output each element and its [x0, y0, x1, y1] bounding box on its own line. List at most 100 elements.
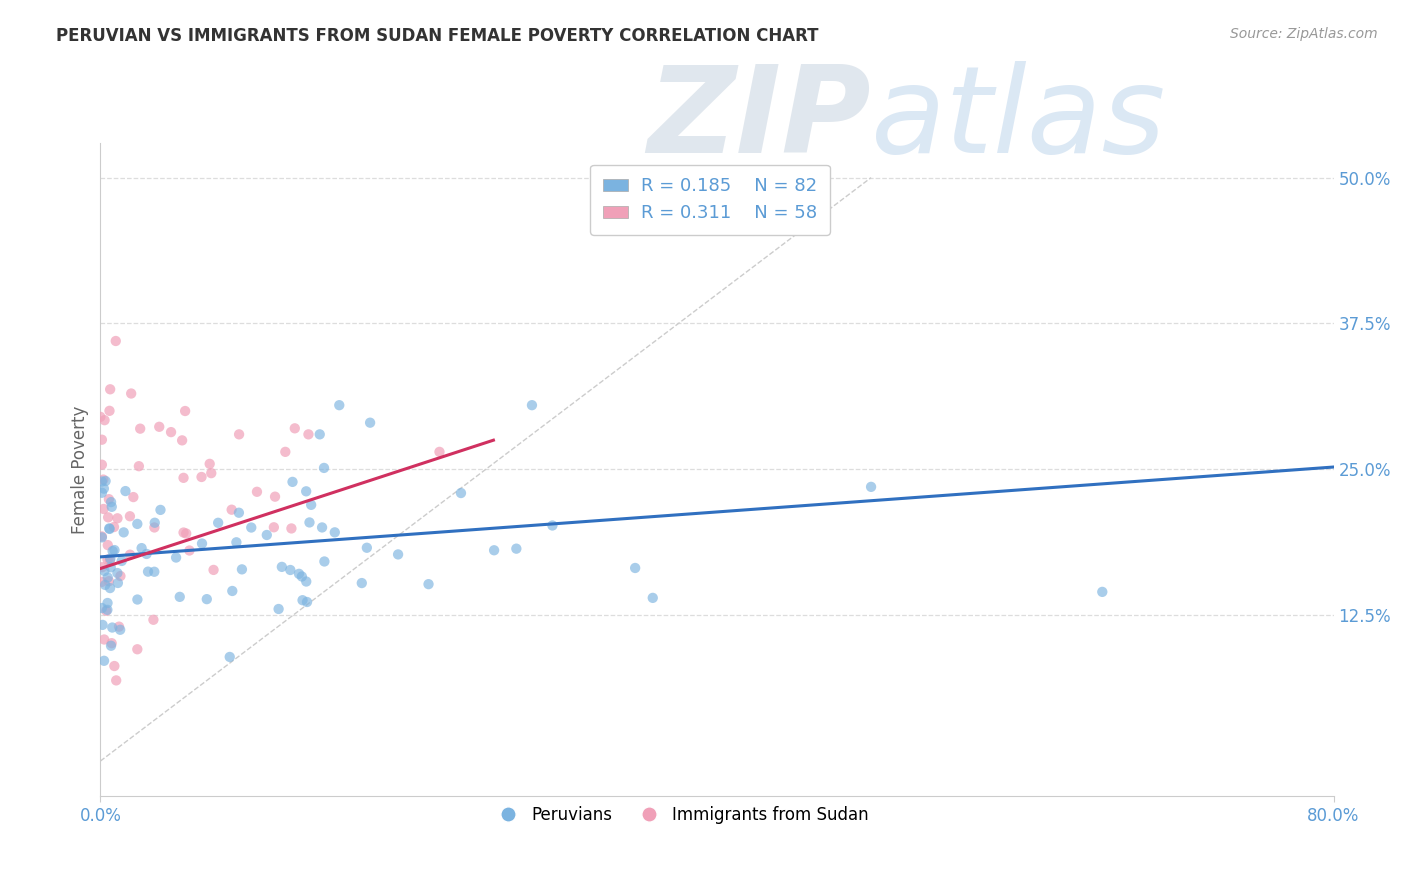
Point — [93, 502, 115, 516]
Point — [90, 485, 112, 500]
Point — [295, 484, 318, 499]
Point — [90, 475, 112, 489]
Point — [264, 490, 287, 504]
Point — [179, 543, 201, 558]
Point — [280, 521, 302, 535]
Point — [98, 522, 121, 536]
Point — [107, 511, 129, 525]
Point — [98, 551, 121, 566]
Point — [160, 425, 183, 439]
Point — [90, 601, 112, 615]
Point — [288, 566, 311, 581]
Point — [298, 516, 321, 530]
Point — [190, 470, 212, 484]
Point — [100, 636, 122, 650]
Point — [98, 581, 121, 595]
Point — [221, 584, 243, 599]
Point — [297, 427, 319, 442]
Point — [90, 458, 112, 472]
Point — [96, 552, 118, 566]
Point — [90, 574, 112, 589]
Point — [94, 578, 117, 592]
Point — [128, 459, 150, 474]
Point — [191, 536, 214, 550]
Point — [1091, 585, 1114, 599]
Point — [93, 654, 115, 668]
Point — [93, 564, 115, 578]
Point — [94, 474, 117, 488]
Y-axis label: Female Poverty: Female Poverty — [72, 405, 89, 533]
Point — [267, 602, 290, 616]
Point — [274, 445, 297, 459]
Point — [108, 620, 131, 634]
Point — [505, 541, 527, 556]
Point — [97, 510, 120, 524]
Point — [104, 334, 127, 348]
Point — [312, 461, 335, 475]
Point — [860, 480, 883, 494]
Point — [165, 550, 187, 565]
Point — [149, 503, 172, 517]
Point — [225, 535, 247, 549]
Point — [100, 560, 122, 574]
Point — [111, 554, 134, 568]
Point — [173, 471, 195, 485]
Point — [228, 506, 250, 520]
Point — [641, 591, 664, 605]
Point — [281, 475, 304, 489]
Point — [218, 649, 240, 664]
Point — [91, 473, 114, 487]
Point — [387, 548, 409, 562]
Point — [359, 416, 381, 430]
Point — [91, 618, 114, 632]
Point — [93, 632, 115, 647]
Point — [173, 525, 195, 540]
Point — [291, 593, 314, 607]
Point — [308, 427, 330, 442]
Point — [103, 659, 125, 673]
Point — [90, 530, 112, 544]
Point — [105, 673, 128, 688]
Point — [231, 562, 253, 576]
Point — [323, 525, 346, 540]
Point — [136, 565, 159, 579]
Point — [118, 509, 141, 524]
Point — [195, 592, 218, 607]
Point — [127, 642, 149, 657]
Point — [482, 543, 505, 558]
Point — [98, 382, 121, 396]
Point — [418, 577, 440, 591]
Point — [228, 427, 250, 442]
Point — [96, 604, 118, 618]
Point — [101, 621, 124, 635]
Point — [328, 398, 350, 412]
Point — [93, 482, 115, 496]
Point — [148, 419, 170, 434]
Point — [450, 486, 472, 500]
Point — [100, 639, 122, 653]
Point — [172, 434, 194, 448]
Point — [112, 525, 135, 540]
Point — [284, 421, 307, 435]
Point — [127, 516, 149, 531]
Point — [103, 520, 125, 534]
Point — [129, 422, 152, 436]
Point — [541, 518, 564, 533]
Point — [98, 553, 121, 567]
Point — [89, 409, 111, 424]
Point — [98, 521, 121, 535]
Point — [97, 574, 120, 589]
Point — [122, 490, 145, 504]
Point — [108, 623, 131, 637]
Point — [624, 561, 647, 575]
Point — [97, 492, 120, 507]
Point — [143, 520, 166, 534]
Point — [200, 466, 222, 480]
Point — [143, 516, 166, 530]
Point — [103, 543, 125, 558]
Point — [127, 592, 149, 607]
Point — [314, 554, 336, 568]
Point — [101, 544, 124, 558]
Point — [97, 538, 120, 552]
Point — [143, 565, 166, 579]
